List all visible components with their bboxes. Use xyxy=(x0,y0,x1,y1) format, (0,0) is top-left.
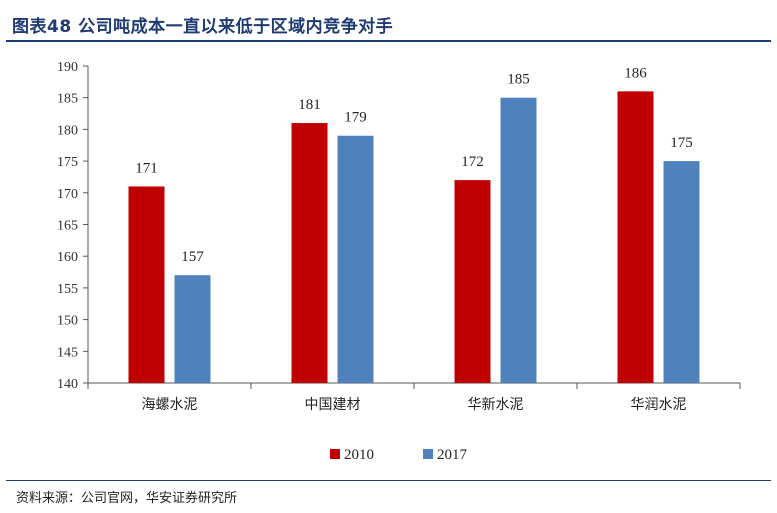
bar-2010 xyxy=(617,91,654,384)
bar-2017 xyxy=(663,161,700,383)
page-title: 图表48 公司吨成本一直以来低于区域内竞争对手 xyxy=(12,17,394,37)
y-tick-label: 155 xyxy=(57,282,78,297)
chart-container: 140 145 150 155 160 165 170 175 180 185 190 171 157 海… xyxy=(0,44,777,476)
x-category-label: 华润水泥 xyxy=(631,397,687,413)
y-tick-label: 175 xyxy=(57,155,78,170)
legend-label: 2010 xyxy=(344,447,374,463)
legend-swatch-2010 xyxy=(330,449,340,459)
data-label: 181 xyxy=(298,97,321,113)
data-label: 172 xyxy=(461,154,484,170)
legend-label: 2017 xyxy=(437,447,468,463)
bar-2017 xyxy=(337,135,374,383)
data-label: 185 xyxy=(507,72,530,88)
footer-divider xyxy=(6,480,771,481)
bar-2017 xyxy=(500,97,537,383)
y-tick-label: 185 xyxy=(57,92,78,107)
y-tick-label: 140 xyxy=(57,377,78,392)
bar-2010 xyxy=(454,180,491,383)
bar-2017 xyxy=(174,275,211,383)
x-category-label: 华新水泥 xyxy=(468,397,524,413)
y-tick-label: 180 xyxy=(57,123,78,138)
y-tick-label: 145 xyxy=(57,345,78,360)
bar-2010 xyxy=(128,186,165,383)
title-bar: 图表48 公司吨成本一直以来低于区域内竞争对手 xyxy=(6,8,771,42)
source-note: 资料来源：公司官网，华安证券研究所 xyxy=(16,491,238,506)
title-divider xyxy=(6,40,771,42)
data-label: 171 xyxy=(135,160,158,176)
data-label: 179 xyxy=(344,110,367,126)
data-label: 175 xyxy=(670,135,693,151)
data-label: 186 xyxy=(624,65,647,81)
data-label: 157 xyxy=(181,249,204,265)
y-tick-label: 160 xyxy=(57,250,78,265)
y-tick-label: 190 xyxy=(57,60,78,75)
y-tick-label: 165 xyxy=(57,219,78,234)
x-category-label: 海螺水泥 xyxy=(142,397,198,413)
y-tick-label: 170 xyxy=(57,187,78,202)
legend-swatch-2017 xyxy=(423,449,433,459)
bar-2010 xyxy=(291,123,328,383)
y-tick-label: 150 xyxy=(57,314,78,329)
bar-chart: 140 145 150 155 160 165 170 175 180 185 190 171 157 海… xyxy=(57,60,741,463)
x-category-label: 中国建材 xyxy=(305,397,361,413)
